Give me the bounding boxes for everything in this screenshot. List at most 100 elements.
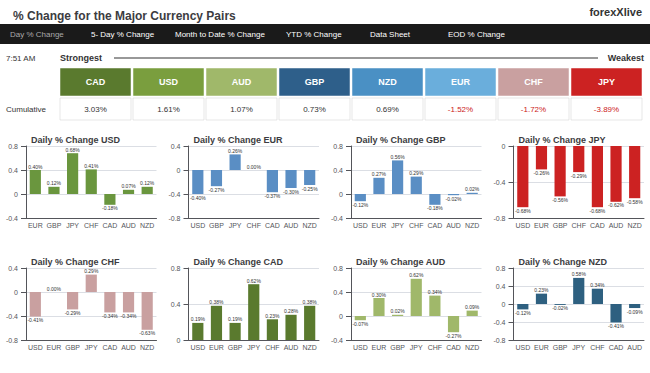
svg-text:EUR: EUR: [372, 344, 387, 351]
svg-text:EUR: EUR: [534, 344, 549, 351]
svg-text:-0.4: -0.4: [493, 319, 505, 326]
svg-text:Daily % Change USD: Daily % Change USD: [31, 135, 121, 145]
svg-text:-0.29%: -0.29%: [65, 310, 81, 316]
svg-text:Daily % Change NZD: Daily % Change NZD: [519, 257, 608, 267]
svg-text:-0.18%: -0.18%: [102, 205, 118, 211]
svg-text:EUR: EUR: [47, 344, 62, 351]
svg-text:-0.8: -0.8: [493, 337, 505, 344]
svg-text:CAD: CAD: [265, 222, 280, 229]
svg-text:EUR: EUR: [372, 222, 387, 229]
svg-text:AUD: AUD: [627, 344, 642, 351]
svg-text:GBP: GBP: [209, 222, 224, 229]
svg-text:0.68%: 0.68%: [66, 147, 81, 153]
svg-text:-0.41%: -0.41%: [27, 317, 43, 323]
svg-text:GBP: GBP: [47, 222, 62, 229]
svg-text:-0.62%: -0.62%: [608, 202, 624, 208]
svg-text:-0.4: -0.4: [331, 215, 343, 222]
svg-text:0: 0: [502, 301, 506, 308]
svg-text:0: 0: [14, 289, 18, 296]
svg-text:Daily % Change JPY: Daily % Change JPY: [519, 135, 606, 145]
svg-text:USD: USD: [159, 77, 179, 87]
svg-text:NZD: NZD: [140, 222, 154, 229]
svg-text:0.34%: 0.34%: [428, 289, 443, 295]
svg-text:0.28%: 0.28%: [284, 308, 299, 314]
svg-text:JPY: JPY: [391, 222, 404, 229]
svg-text:-0.63%: -0.63%: [139, 330, 155, 336]
svg-text:CAD: CAD: [446, 344, 461, 351]
svg-text:-0.34%: -0.34%: [102, 313, 118, 319]
svg-text:GBP: GBP: [553, 344, 568, 351]
svg-text:-3.89%: -3.89%: [594, 105, 619, 114]
svg-text:AUD: AUD: [121, 222, 136, 229]
svg-text:-0.4: -0.4: [331, 337, 343, 344]
svg-text:0.23%: 0.23%: [265, 313, 280, 319]
svg-text:CAD: CAD: [590, 222, 605, 229]
svg-text:Daily % Change AUD: Daily % Change AUD: [356, 257, 446, 267]
svg-text:CHF: CHF: [428, 344, 442, 351]
svg-text:-0.8: -0.8: [493, 215, 505, 222]
svg-text:-0.8: -0.8: [6, 337, 18, 344]
svg-text:Daily % Change EUR: Daily % Change EUR: [194, 135, 284, 145]
svg-text:0.4: 0.4: [496, 283, 506, 290]
svg-text:0.12%: 0.12%: [140, 180, 155, 186]
svg-text:GBP: GBP: [553, 222, 568, 229]
svg-text:USD: USD: [353, 222, 368, 229]
svg-text:0: 0: [177, 167, 181, 174]
svg-text:-0.02%: -0.02%: [446, 196, 462, 202]
svg-text:CAD: CAD: [86, 77, 106, 87]
svg-text:7:51 AM: 7:51 AM: [6, 54, 36, 63]
svg-text:0.12%: 0.12%: [47, 180, 62, 186]
svg-text:Weakest: Weakest: [608, 53, 644, 63]
svg-text:3.03%: 3.03%: [84, 105, 107, 114]
svg-text:0.58%: 0.58%: [572, 271, 587, 277]
svg-text:forex: forex: [589, 6, 617, 18]
svg-text:EUR: EUR: [209, 344, 224, 351]
svg-text:-0.68%: -0.68%: [589, 208, 605, 214]
svg-text:CAD: CAD: [103, 222, 118, 229]
svg-text:0.09%: 0.09%: [465, 304, 480, 310]
svg-text:0.27%: 0.27%: [372, 171, 387, 177]
svg-text:0.38%: 0.38%: [209, 299, 224, 305]
svg-text:0.41%: 0.41%: [84, 163, 99, 169]
svg-text:0.69%: 0.69%: [376, 105, 399, 114]
svg-text:0.8: 0.8: [496, 265, 506, 272]
svg-text:0.38%: 0.38%: [303, 299, 318, 305]
svg-text:NZD: NZD: [302, 344, 316, 351]
svg-text:CHF: CHF: [409, 222, 423, 229]
svg-text:AUD: AUD: [284, 344, 299, 351]
svg-text:0: 0: [14, 191, 18, 198]
svg-text:0: 0: [339, 191, 343, 198]
svg-text:0.29%: 0.29%: [409, 170, 424, 176]
svg-text:NZD: NZD: [465, 222, 479, 229]
svg-text:JPY: JPY: [410, 344, 423, 351]
svg-text:0.8: 0.8: [171, 265, 181, 272]
svg-text:NZD: NZD: [378, 77, 397, 87]
svg-text:0.02%: 0.02%: [465, 186, 480, 192]
svg-text:AUD: AUD: [446, 222, 461, 229]
svg-text:0.19%: 0.19%: [191, 316, 206, 322]
svg-text:CHF: CHF: [590, 344, 604, 351]
svg-text:-0.27%: -0.27%: [446, 333, 462, 339]
svg-text:-0.12%: -0.12%: [352, 202, 368, 208]
svg-text:0.00%: 0.00%: [247, 164, 262, 170]
svg-text:0: 0: [502, 143, 506, 150]
svg-text:-0.34%: -0.34%: [121, 313, 137, 319]
svg-text:Day % Change: Day % Change: [10, 30, 64, 39]
svg-text:5- Day % Change: 5- Day % Change: [91, 30, 155, 39]
svg-text:CHF: CHF: [247, 222, 261, 229]
svg-text:JPY: JPY: [247, 344, 260, 351]
svg-text:Cumulative: Cumulative: [6, 105, 47, 114]
svg-text:-0.18%: -0.18%: [427, 205, 443, 211]
svg-text:0.40%: 0.40%: [28, 164, 43, 170]
svg-text:0.62%: 0.62%: [247, 278, 262, 284]
svg-text:EOD % Change: EOD % Change: [448, 30, 505, 39]
svg-text:-0.25%: -0.25%: [302, 186, 318, 192]
svg-text:GBP: GBP: [65, 344, 80, 351]
svg-text:0.07%: 0.07%: [121, 183, 136, 189]
svg-text:-0.27%: -0.27%: [209, 187, 225, 193]
svg-text:-0.07%: -0.07%: [352, 321, 368, 327]
svg-text:-0.4: -0.4: [6, 215, 18, 222]
svg-text:0.4: 0.4: [8, 167, 18, 174]
svg-text:JPY: JPY: [572, 344, 585, 351]
svg-text:-0.4: -0.4: [168, 191, 180, 198]
